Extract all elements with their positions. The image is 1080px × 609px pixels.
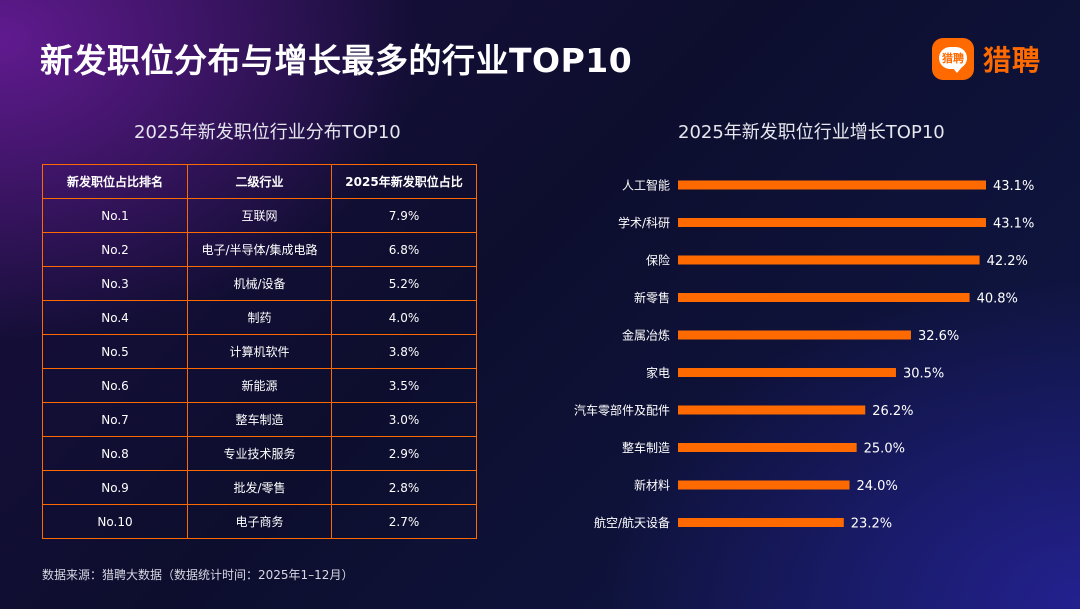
value-label: 26.2% [872, 404, 913, 419]
category-label: 航空/航天设备 [594, 515, 670, 530]
data-source-footnote: 数据来源：猎聘大数据（数据统计时间：2025年1–12月） [42, 568, 354, 582]
rank-cell: No.5 [42, 334, 188, 369]
header-industry: 二级行业 [187, 164, 332, 199]
table-row: No.6 新能源 3.5% [42, 368, 477, 403]
rank-cell: No.8 [42, 436, 188, 471]
rank-cell: No.2 [42, 232, 188, 267]
brand-name: 猎聘 [983, 44, 1042, 77]
header-rank: 新发职位占比排名 [42, 164, 188, 199]
category-label: 人工智能 [622, 178, 670, 193]
table-row: No.9 批发/零售 2.8% [42, 470, 477, 505]
share-cell: 2.9% [331, 436, 477, 471]
value-label: 25.0% [864, 442, 905, 457]
industry-cell: 专业技术服务 [187, 436, 332, 471]
industry-cell: 制药 [187, 300, 332, 335]
rank-cell: No.3 [42, 266, 188, 301]
share-cell: 3.5% [331, 368, 477, 403]
value-label: 30.5% [903, 367, 944, 382]
share-cell: 5.2% [331, 266, 477, 301]
industry-cell: 计算机软件 [187, 334, 332, 369]
share-cell: 4.0% [331, 300, 477, 335]
value-label: 24.0% [857, 479, 898, 494]
table-row: No.1 互联网 7.9% [42, 198, 477, 233]
rank-cell: No.4 [42, 300, 188, 335]
table-header-row: 新发职位占比排名 二级行业 2025年新发职位占比 [42, 164, 477, 199]
table-row: No.10 电子商务 2.7% [42, 504, 477, 539]
industry-cell: 整车制造 [187, 402, 332, 437]
growth-bar [678, 255, 980, 265]
industry-distribution-table: 新发职位占比排名 二级行业 2025年新发职位占比 No.1 互联网 7.9% … [42, 164, 477, 539]
chart-title: 2025年新发职位行业增长TOP10 [678, 122, 945, 143]
value-label: 42.2% [987, 254, 1028, 269]
share-cell: 2.8% [331, 470, 477, 505]
rank-cell: No.6 [42, 368, 188, 403]
industry-cell: 批发/零售 [187, 470, 332, 505]
category-label: 新零售 [634, 290, 670, 305]
rank-cell: No.10 [42, 504, 188, 539]
table-row: No.3 机械/设备 5.2% [42, 266, 477, 301]
industry-growth-bar-chart: 人工智能 43.1% 学术/科研 43.1% 保险 42.2% 新零售 40.8% 金属冶炼 32… [574, 178, 1034, 532]
category-label: 金属冶炼 [622, 328, 670, 343]
rank-cell: No.7 [42, 402, 188, 437]
growth-bar [678, 480, 850, 490]
brand-logo-group: 猎聘 猎聘 [932, 38, 1041, 80]
liepin-logo-icon: 猎聘 [932, 38, 974, 80]
industry-cell: 电子/半导体/集成电路 [187, 232, 332, 267]
logo-bubble-text: 猎聘 [939, 47, 967, 69]
rank-cell: No.9 [42, 470, 188, 505]
growth-bar [678, 330, 911, 340]
value-label: 43.1% [993, 179, 1034, 194]
category-label: 学术/科研 [618, 215, 670, 230]
table-row: No.8 专业技术服务 2.9% [42, 436, 477, 471]
share-cell: 3.8% [331, 334, 477, 369]
category-label: 新材料 [634, 478, 670, 493]
value-label: 32.6% [918, 329, 959, 344]
rank-cell: No.1 [42, 198, 188, 233]
industry-cell: 电子商务 [187, 504, 332, 539]
share-cell: 6.8% [331, 232, 477, 267]
header-share: 2025年新发职位占比 [331, 164, 477, 199]
share-cell: 3.0% [331, 402, 477, 437]
growth-bar [678, 293, 970, 302]
table-title: 2025年新发职位行业分布TOP10 [134, 122, 401, 143]
category-label: 家电 [646, 365, 670, 380]
share-cell: 2.7% [331, 504, 477, 539]
table-row: No.5 计算机软件 3.8% [42, 334, 477, 369]
category-label: 整车制造 [622, 440, 670, 455]
growth-bar [678, 518, 844, 527]
share-cell: 7.9% [331, 198, 477, 233]
category-label: 保险 [646, 253, 670, 268]
growth-bar [678, 443, 857, 452]
industry-cell: 机械/设备 [187, 266, 332, 301]
table-row: No.7 整车制造 3.0% [42, 402, 477, 437]
growth-bar [678, 180, 986, 190]
page-title: 新发职位分布与增长最多的行业TOP10 [40, 41, 633, 80]
value-label: 43.1% [993, 217, 1034, 232]
value-label: 23.2% [851, 517, 892, 532]
industry-cell: 互联网 [187, 198, 332, 233]
industry-cell: 新能源 [187, 368, 332, 403]
value-label: 40.8% [977, 292, 1018, 307]
growth-bar [678, 405, 866, 415]
growth-bar [678, 218, 986, 227]
table-row: No.4 制药 4.0% [42, 300, 477, 335]
category-label: 汽车零部件及配件 [574, 403, 670, 418]
growth-bar [678, 368, 896, 377]
table-row: No.2 电子/半导体/集成电路 6.8% [42, 232, 477, 267]
logo-bubble-tail [952, 67, 962, 73]
